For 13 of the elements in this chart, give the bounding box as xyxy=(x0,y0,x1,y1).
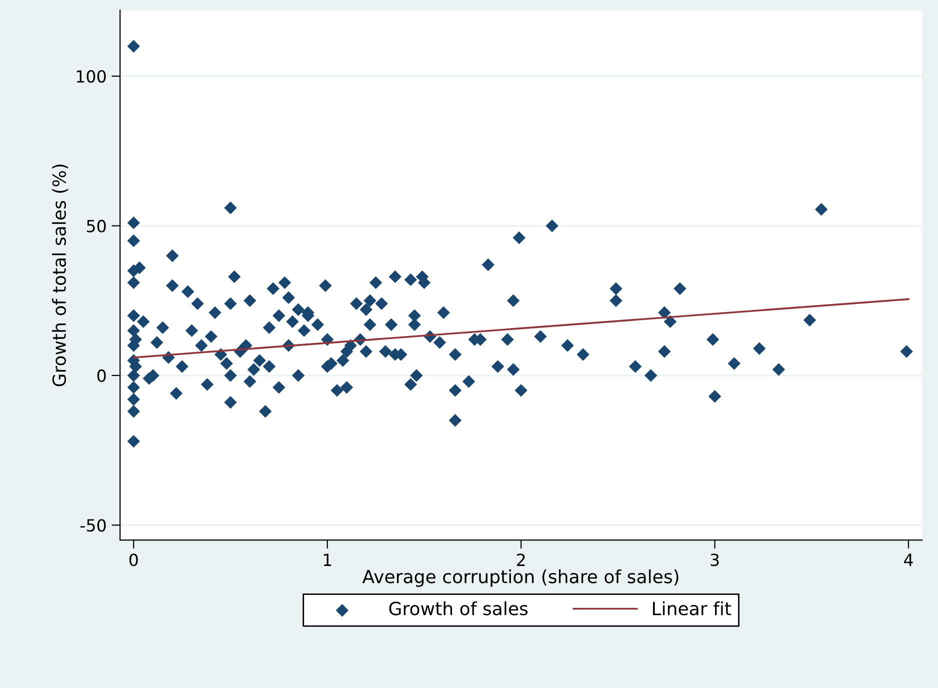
y-tick-label: 0 xyxy=(97,369,106,382)
x-tick-label: 1 xyxy=(324,554,332,566)
y-tick-label: -50 xyxy=(80,519,106,532)
x-tick-label: 3 xyxy=(710,554,719,566)
x-tick-label: 2 xyxy=(516,554,525,566)
x-tick-label: 0 xyxy=(129,554,138,566)
legend-label: Linear fit xyxy=(653,601,732,616)
y-tick-label: 100 xyxy=(76,70,106,83)
legend-label: Growth of sales xyxy=(389,601,528,616)
y-tick-label: 50 xyxy=(86,220,106,232)
x-tick-label: 4 xyxy=(904,554,913,566)
x-axis-title: Average corruption (share of sales) xyxy=(362,569,678,587)
y-axis-title: Growth of total sales (%) xyxy=(52,164,68,386)
